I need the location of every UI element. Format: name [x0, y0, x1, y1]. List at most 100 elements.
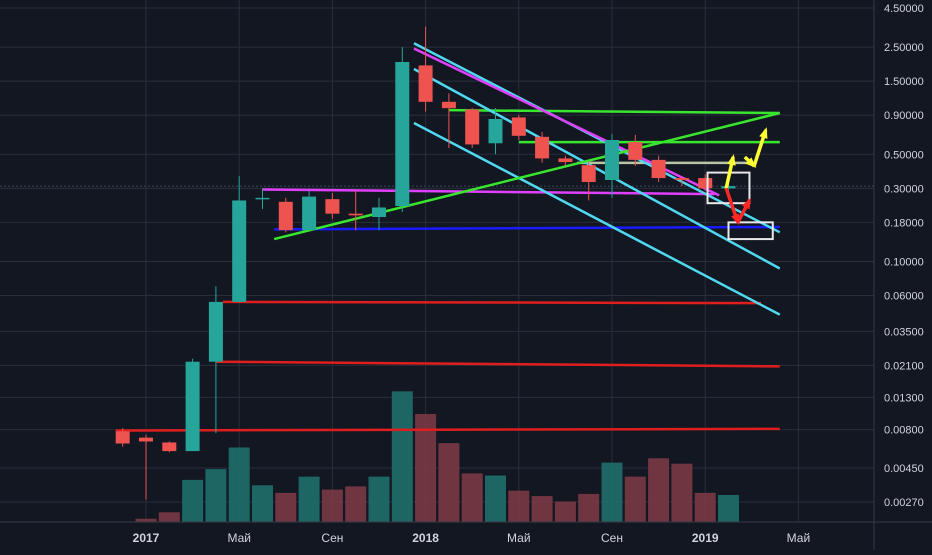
- y-tick-label: 0.00800: [884, 425, 924, 437]
- x-tick-label: Май: [787, 531, 811, 545]
- x-tick-label: Сен: [321, 531, 343, 545]
- green-top-line: [448, 108, 780, 115]
- y-tick-label: 0.01300: [884, 392, 924, 404]
- x-tick-label: Сен: [601, 531, 623, 545]
- annotations: [706, 127, 774, 241]
- volume-bar: [345, 486, 367, 522]
- candle-body: [465, 109, 480, 145]
- red-level-3-line: [115, 427, 780, 432]
- candle-body: [348, 213, 363, 216]
- volume-bar: [554, 501, 576, 522]
- y-tick-label: 0.10000: [884, 256, 924, 268]
- price-axis[interactable]: 4.50000 2.50000 1.50000 0.90000 0.50000 0.300…: [873, 0, 924, 550]
- x-tick-label: Май: [227, 531, 251, 545]
- volume-bar: [182, 479, 204, 522]
- candle-body: [558, 158, 573, 163]
- candle-body: [441, 101, 456, 109]
- volume-bar: [671, 463, 693, 522]
- y-tick-label: 0.02100: [884, 360, 924, 372]
- candle-body: [674, 178, 689, 180]
- candle-body: [325, 199, 340, 214]
- volume-bar: [205, 469, 227, 522]
- blue-support-line: [274, 225, 780, 231]
- candle-body: [605, 139, 619, 180]
- magenta-level-line: [262, 188, 715, 196]
- volume-bar: [368, 476, 390, 522]
- x-tick-label: Май: [507, 531, 531, 545]
- candle-body: [278, 201, 293, 231]
- candle-body: [535, 136, 550, 159]
- volume-bar: [624, 476, 646, 522]
- y-tick-label: 4.50000: [884, 3, 924, 15]
- candles: [115, 26, 736, 500]
- y-tick-label: 0.50000: [884, 149, 924, 161]
- volume-bar: [601, 462, 623, 522]
- candle-body: [232, 200, 247, 302]
- y-tick-label: 0.30000: [884, 183, 924, 195]
- x-tick-label: 2017: [133, 531, 160, 545]
- candle-body: [721, 186, 736, 189]
- cyan-middle-line: [413, 67, 781, 270]
- volume-bar: [438, 443, 460, 522]
- magenta-trend-line: [413, 47, 720, 197]
- candle-body: [511, 117, 526, 136]
- candle-body: [185, 361, 200, 452]
- candle-body: [628, 142, 643, 160]
- candle-body: [139, 437, 153, 442]
- red-down-arrowhead: [731, 213, 740, 226]
- volume-bar: [578, 493, 600, 522]
- volume-bar: [228, 447, 250, 522]
- volume-bar: [321, 489, 343, 522]
- green-rising-line: [273, 111, 781, 241]
- candle-body: [115, 431, 130, 444]
- y-tick-label: 0.00270: [884, 497, 924, 509]
- candle-body: [651, 159, 666, 179]
- candle-body: [698, 178, 713, 189]
- time-axis[interactable]: 2017 Май Сен 2018 Май Сен 2019 Май: [0, 521, 932, 545]
- volume-bar: [508, 490, 530, 522]
- candle-body: [302, 196, 317, 231]
- x-tick-label: 2019: [692, 531, 719, 545]
- candle-body: [255, 197, 270, 200]
- volume-bar: [275, 492, 297, 522]
- lower-box: [727, 221, 774, 241]
- volume-bar: [485, 475, 506, 522]
- y-tick-label: 1.50000: [884, 76, 924, 88]
- red-level-2-line: [215, 360, 780, 368]
- candle-body: [488, 118, 503, 144]
- x-tick-label: 2018: [412, 531, 439, 545]
- drawing-lines: [115, 42, 781, 432]
- red-level-1-line: [222, 300, 762, 305]
- candle-body: [418, 65, 433, 102]
- yellow-up-1-arrowhead: [727, 154, 736, 166]
- red-up-arrowhead: [741, 197, 751, 210]
- candle-body: [162, 442, 177, 452]
- cyan-lower-line: [413, 121, 781, 316]
- candle-body: [372, 207, 386, 218]
- volume-bars: [135, 391, 739, 522]
- candle-body: [581, 165, 596, 182]
- volume-bar: [415, 414, 437, 522]
- volume-bar: [298, 476, 320, 522]
- volume-bar: [158, 512, 180, 522]
- y-tick-label: 0.90000: [884, 110, 924, 122]
- y-tick-label: 0.03500: [884, 326, 924, 338]
- y-tick-label: 0.00450: [884, 463, 924, 475]
- volume-bar: [135, 518, 157, 522]
- volume-bar: [648, 458, 670, 522]
- y-tick-label: 0.06000: [884, 290, 924, 302]
- y-tick-label: 0.18000: [884, 217, 924, 229]
- candle-body: [208, 301, 223, 362]
- volume-bar: [718, 495, 739, 522]
- candle-body: [395, 61, 410, 207]
- yellow-up-2-arrowhead: [759, 127, 768, 139]
- y-tick-label: 2.50000: [884, 42, 924, 54]
- volume-bar: [694, 492, 716, 522]
- volume-bar: [461, 473, 483, 522]
- volume-bar: [252, 485, 273, 522]
- volume-bar: [391, 391, 413, 522]
- volume-bar: [531, 496, 553, 522]
